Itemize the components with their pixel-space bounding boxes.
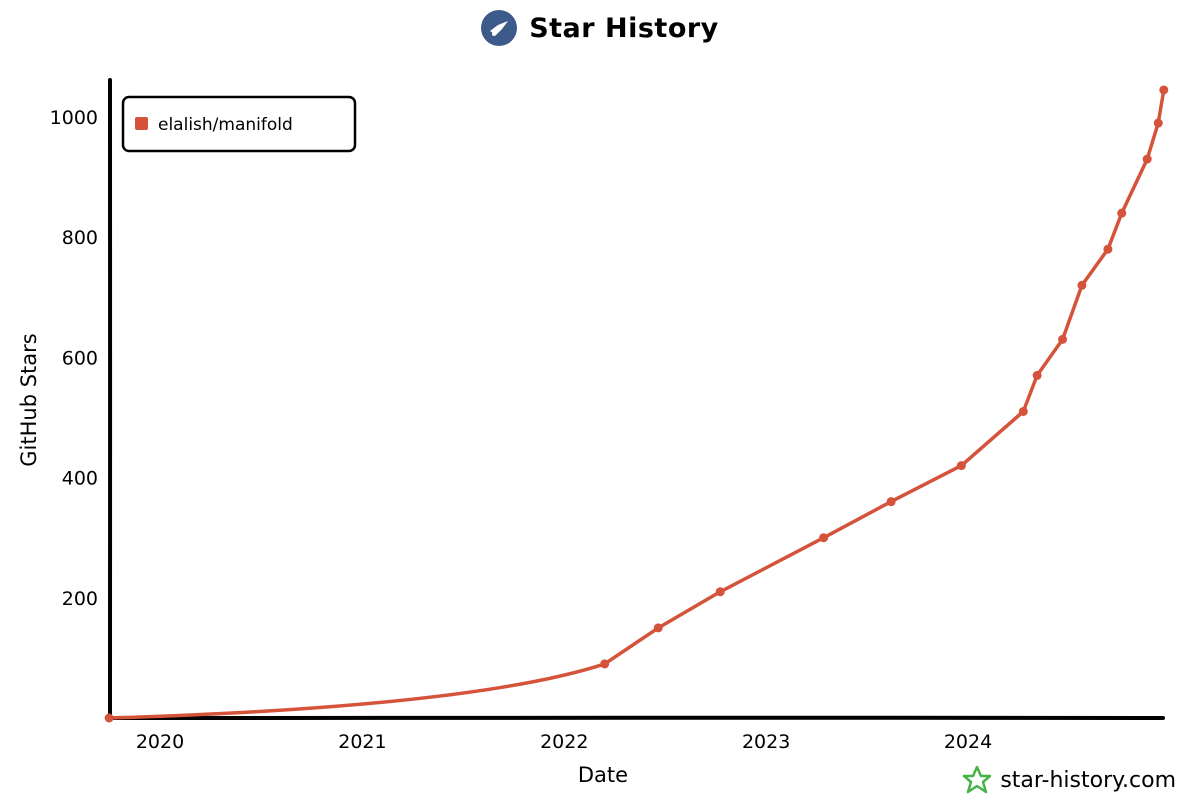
data-point (1018, 406, 1028, 416)
watermark-text: star-history.com (1000, 767, 1176, 793)
chart-header: Star History (0, 10, 1200, 46)
data-point (1153, 118, 1163, 128)
data-point (886, 497, 896, 507)
data-point (104, 713, 114, 723)
x-tick-label: 2024 (944, 731, 992, 753)
star-outline-icon (963, 765, 992, 794)
y-tick-label: 1000 (50, 107, 98, 129)
data-point (600, 659, 610, 669)
data-point (653, 623, 663, 633)
data-point (715, 587, 725, 597)
data-point (1159, 85, 1169, 95)
legend-swatch (135, 117, 148, 130)
data-point (819, 533, 829, 543)
data-point (1103, 244, 1113, 254)
y-axis-label: GitHub Stars (17, 333, 41, 466)
y-tick-label: 200 (62, 588, 98, 610)
y-tick-label: 800 (62, 227, 98, 249)
watermark[interactable]: star-history.com (962, 765, 1176, 795)
data-point (1142, 154, 1152, 164)
data-point (956, 461, 966, 471)
data-point (1077, 280, 1087, 290)
data-point (1117, 208, 1127, 218)
legend-label: elalish/manifold (158, 115, 293, 135)
data-point (1032, 370, 1042, 380)
legend-box (121, 95, 357, 153)
y-axis-line (107, 78, 113, 720)
x-tick-label: 2021 (338, 731, 386, 753)
data-point (1058, 334, 1068, 344)
series-line (107, 88, 1166, 720)
star-history-logo-icon (481, 10, 518, 46)
y-tick-label: 400 (62, 468, 98, 490)
x-tick-label: 2022 (540, 731, 588, 753)
x-tick-label: 2020 (136, 731, 184, 753)
x-tick-label: 2023 (742, 731, 790, 753)
x-axis-label: Date (578, 763, 628, 787)
x-axis-line (108, 715, 1165, 721)
y-tick-label: 600 (62, 347, 98, 369)
chart-title: Star History (529, 12, 719, 44)
